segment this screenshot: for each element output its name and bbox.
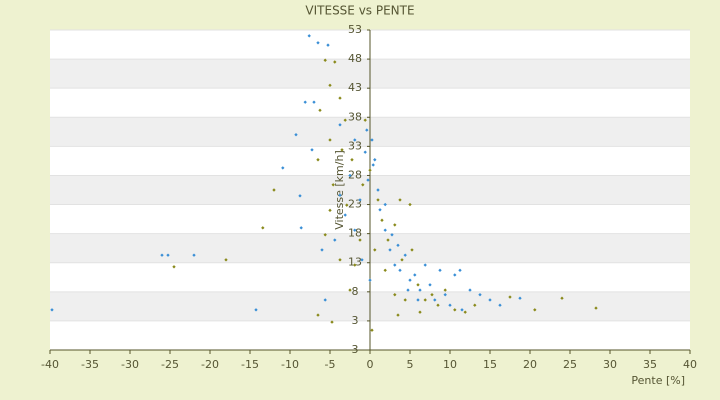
x-tick-label: -40 xyxy=(41,358,59,371)
point xyxy=(365,128,369,132)
point xyxy=(353,138,357,142)
y-tick-label: 3 xyxy=(352,314,359,327)
point xyxy=(50,308,54,312)
point xyxy=(373,248,377,252)
point xyxy=(254,308,258,312)
x-tick-label: 20 xyxy=(523,358,537,371)
point xyxy=(312,100,316,104)
y-tick-label: 18 xyxy=(348,227,362,240)
point xyxy=(403,253,407,257)
x-tick-label: -30 xyxy=(121,358,139,371)
x-tick-label: -35 xyxy=(81,358,99,371)
point xyxy=(393,223,397,227)
y-tick-label: 23 xyxy=(348,198,362,211)
x-tick-label: -10 xyxy=(281,358,299,371)
x-tick-label: -15 xyxy=(241,358,259,371)
point xyxy=(345,203,349,207)
point xyxy=(326,43,330,47)
point xyxy=(323,58,327,62)
x-tick-label: 5 xyxy=(407,358,414,371)
y-tick-label: 8 xyxy=(352,285,359,298)
y-tick-label: 3 xyxy=(352,343,359,356)
x-tick-label: 10 xyxy=(443,358,457,371)
point xyxy=(353,228,357,232)
chart-title: VITESSE vs PENTE xyxy=(305,4,414,18)
y-axis-title: Vitesse [km/h] xyxy=(333,150,346,230)
point xyxy=(373,158,377,162)
point xyxy=(316,41,320,45)
x-tick-label: 30 xyxy=(603,358,617,371)
point xyxy=(172,265,176,269)
point xyxy=(303,100,307,104)
point xyxy=(224,258,228,262)
point xyxy=(333,238,337,242)
x-tick-label: 35 xyxy=(643,358,657,371)
point xyxy=(261,226,265,230)
x-tick-label: -25 xyxy=(161,358,179,371)
point xyxy=(594,306,598,310)
point xyxy=(307,34,311,38)
point xyxy=(533,308,537,312)
point xyxy=(361,183,365,187)
x-tick-label: -20 xyxy=(201,358,219,371)
point xyxy=(281,166,285,170)
y-tick-label: 33 xyxy=(348,139,362,152)
point xyxy=(363,118,367,122)
y-tick-label: 38 xyxy=(348,110,362,123)
point xyxy=(333,60,337,64)
y-tick-label: 43 xyxy=(348,81,362,94)
x-axis-title: Pente [%] xyxy=(631,374,685,387)
y-tick-label: 53 xyxy=(348,23,362,36)
y-tick-label: 13 xyxy=(348,256,362,269)
x-tick-label: 40 xyxy=(683,358,697,371)
y-tick-label: 28 xyxy=(348,168,362,181)
x-tick-label: -5 xyxy=(325,358,336,371)
point xyxy=(318,108,322,112)
y-tick-label: 48 xyxy=(348,52,362,65)
point xyxy=(343,118,347,122)
x-tick-label: 15 xyxy=(483,358,497,371)
x-tick-label: 25 xyxy=(563,358,577,371)
x-tick-label: 0 xyxy=(367,358,374,371)
